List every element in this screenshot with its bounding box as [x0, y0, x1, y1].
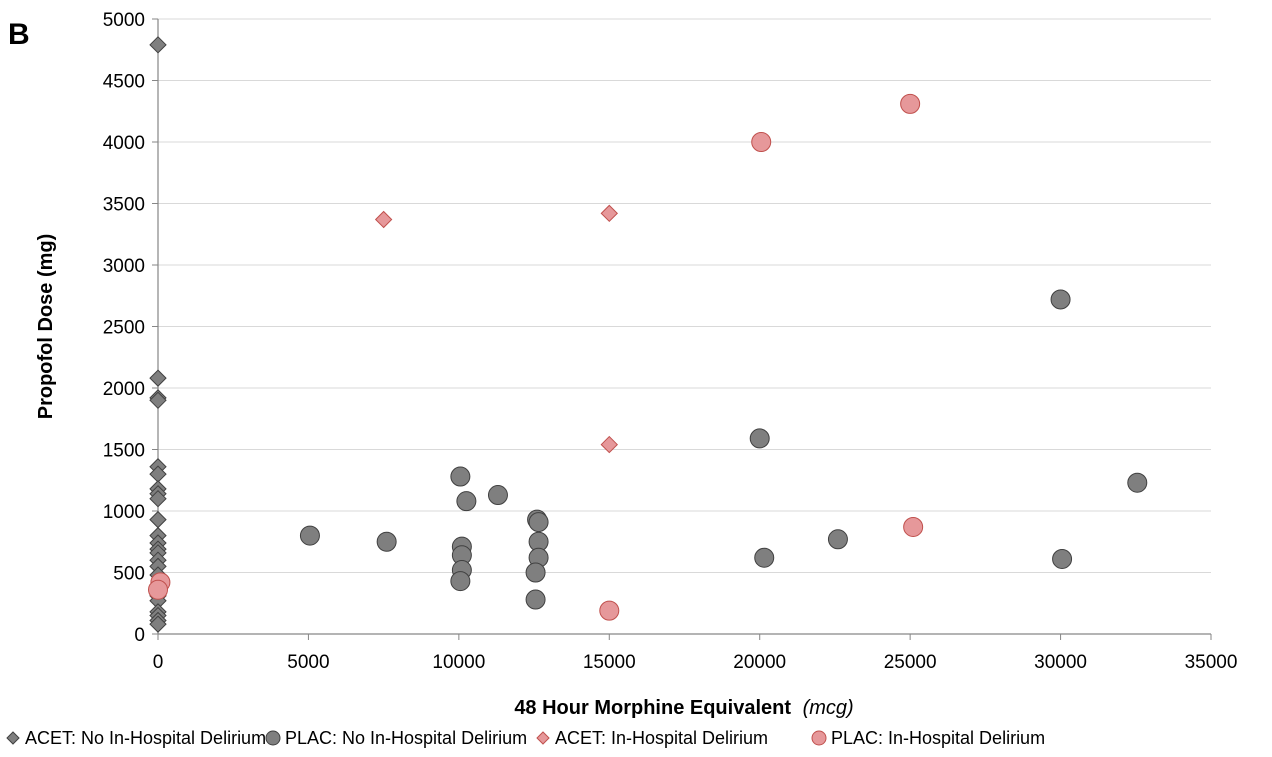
data-point [149, 615, 167, 633]
legend-marker [265, 730, 281, 746]
legend-item: PLAC: In-Hospital Delirium [811, 728, 1045, 748]
data-point [600, 435, 618, 454]
data-point [376, 531, 397, 552]
y-axis-ticks: 0 500 1000 1500 2000 2500 3000 3500 4000 4500 5000 [103, 10, 158, 646]
y-tick-label: 1000 [103, 502, 145, 523]
data-point [525, 562, 546, 583]
y-tick-label: 4000 [103, 133, 145, 154]
x-axis-ticks: 0 5000 10000 15000 20000 25000 30000 35000 [153, 634, 1238, 673]
x-tick-label: 10000 [432, 652, 485, 673]
data-point [900, 93, 921, 114]
data-point [1127, 472, 1148, 493]
data-point [149, 510, 167, 529]
series-3 [148, 93, 924, 621]
x-tick-label: 0 [153, 652, 164, 673]
y-tick-label: 1500 [103, 441, 145, 462]
x-axis-title-main: 48 Hour Morphine Equivalent [514, 697, 791, 719]
y-tick-label: 2000 [103, 379, 145, 400]
panel-label: B [8, 18, 30, 51]
data-point [1052, 548, 1073, 569]
data-point [827, 529, 848, 550]
data-point [149, 369, 167, 387]
data-point [487, 485, 508, 506]
data-points [148, 36, 1148, 633]
y-tick-label: 2500 [103, 318, 145, 339]
x-axis-title: 48 Hour Morphine Equivalent (mcg) [514, 697, 853, 719]
y-tick-label: 3500 [103, 195, 145, 216]
data-point [149, 36, 167, 54]
data-point [751, 132, 772, 152]
data-point [450, 466, 471, 487]
legend-label: PLAC: No In-Hospital Delirium [285, 728, 527, 748]
data-point [903, 516, 924, 537]
data-point [149, 391, 167, 410]
data-point [299, 525, 320, 546]
legend-item: ACET: In-Hospital Delirium [536, 728, 768, 748]
data-point [754, 547, 775, 568]
legend-label: ACET: In-Hospital Delirium [555, 728, 768, 748]
data-point [450, 571, 471, 592]
legend-label: ACET: No In-Hospital Delirium [25, 728, 266, 748]
y-tick-label: 0 [134, 625, 145, 646]
data-point [149, 489, 167, 508]
legend-label: PLAC: In-Hospital Delirium [831, 728, 1045, 748]
data-point [148, 579, 168, 600]
data-point [528, 512, 549, 533]
x-tick-label: 35000 [1185, 652, 1238, 673]
y-tick-label: 5000 [103, 10, 145, 31]
y-tick-label: 3000 [103, 256, 145, 277]
x-tick-label: 20000 [733, 652, 786, 673]
series-2 [374, 204, 618, 454]
legend-marker [536, 731, 550, 745]
y-axis-title: Propofol Dose (mg) [35, 234, 57, 420]
data-point [374, 210, 393, 229]
legend-marker [6, 731, 20, 745]
x-tick-label: 25000 [884, 652, 937, 673]
series-1 [299, 289, 1148, 610]
data-point [525, 589, 546, 610]
x-axis-title-unit: (mcg) [803, 697, 854, 719]
legend-item: ACET: No In-Hospital Delirium [6, 728, 266, 748]
y-tick-label: 500 [113, 564, 145, 585]
legend-item: PLAC: No In-Hospital Delirium [265, 728, 527, 748]
legend: ACET: No In-Hospital Delirium PLAC: No In… [6, 728, 1045, 748]
data-point [456, 491, 477, 512]
data-point [1050, 289, 1071, 310]
x-tick-label: 30000 [1034, 652, 1087, 673]
x-tick-label: 15000 [583, 652, 636, 673]
x-tick-label: 5000 [287, 652, 329, 673]
y-tick-label: 4500 [103, 72, 145, 93]
legend-marker [811, 730, 827, 746]
data-point [599, 600, 620, 621]
gridlines [158, 18, 1211, 573]
data-point [600, 204, 618, 223]
data-point [749, 428, 770, 449]
